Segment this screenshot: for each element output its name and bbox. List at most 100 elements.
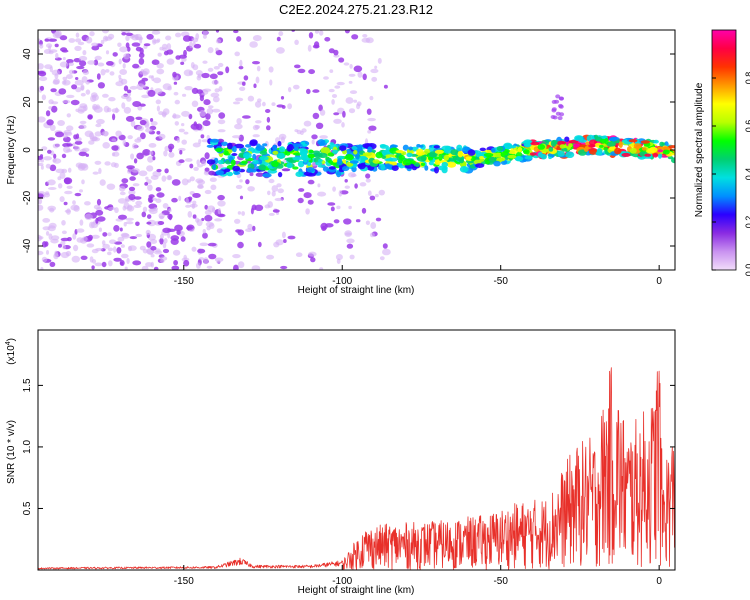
spectrogram-noise-mark: [215, 30, 220, 33]
spectrogram-noise-mark: [162, 203, 169, 209]
spectrogram-band-mark: [206, 159, 216, 165]
spectrogram-noise-mark: [182, 93, 187, 97]
spectrogram-noise-mark: [115, 130, 122, 137]
spectrogram-noise-mark: [180, 236, 186, 242]
spectrogram-noise-mark: [274, 197, 283, 202]
spectrogram-noise-mark: [91, 42, 99, 47]
spectrogram-noise-mark: [162, 242, 167, 249]
spectrogram-noise-mark: [182, 35, 192, 42]
spectrogram-noise-mark: [119, 46, 128, 53]
spectrogram-noise-mark: [79, 189, 83, 193]
spectrogram-band-mark: [441, 166, 448, 174]
spectrogram-band-mark: [398, 155, 405, 160]
spectrogram-noise-mark: [315, 122, 324, 129]
spectrogram-noise-mark: [348, 73, 356, 77]
spectrogram-noise-mark: [167, 175, 172, 180]
spectrogram-band-mark: [568, 143, 573, 148]
spectrogram-noise-mark: [39, 85, 45, 91]
spectrogram-band-mark: [438, 154, 443, 161]
spectrogram-noise-mark: [241, 211, 246, 216]
spectrogram-noise-mark: [121, 253, 129, 259]
spectrogram-band-mark: [246, 167, 253, 173]
spectrogram-noise-mark: [293, 84, 300, 90]
spectrogram-noise-mark: [197, 185, 204, 189]
spectrogram-noise-mark: [346, 238, 355, 244]
spectrogram-noise-mark: [52, 158, 62, 164]
spectrogram-band-mark: [317, 139, 326, 146]
spectrogram-noise-mark: [225, 66, 230, 74]
spectrogram-noise-mark: [179, 150, 183, 155]
spectrogram-noise-mark: [117, 236, 125, 242]
spectrogram-noise-mark: [330, 206, 335, 212]
spectrogram-noise-mark: [193, 43, 202, 49]
spectrogram-noise-mark: [147, 156, 154, 163]
spectrogram-noise-mark: [66, 94, 75, 99]
spectrogram-noise-mark: [329, 69, 334, 73]
spectrogram-band-mark: [327, 152, 335, 157]
spectrogram-noise-mark: [173, 260, 179, 266]
spectrogram-noise-mark: [204, 152, 210, 160]
spectrogram-noise-mark: [375, 193, 379, 198]
y-tick-label: 0.5: [22, 501, 33, 515]
spectrogram-noise-mark: [208, 105, 214, 109]
spectrogram-noise-mark: [59, 196, 65, 203]
spectrogram-band-mark: [357, 163, 366, 170]
spectrogram-noise-mark: [192, 214, 197, 219]
spectrogram-noise-mark: [280, 96, 285, 100]
spectrogram-noise-mark: [136, 83, 145, 91]
spectrogram-noise-mark: [344, 232, 352, 236]
spectrogram-noise-mark: [94, 160, 102, 165]
spectrogram-band-mark: [628, 139, 638, 143]
spectrogram-noise-mark: [47, 179, 56, 186]
spectrogram-noise-mark: [204, 214, 213, 222]
spectrogram-noise-mark: [128, 194, 136, 201]
spectrogram-noise-mark: [207, 242, 217, 247]
spectrogram-band-mark: [215, 147, 223, 153]
spectrogram-noise-mark: [91, 248, 99, 254]
spectrogram-noise-mark: [135, 116, 143, 121]
spectrogram-band-mark: [559, 144, 566, 149]
spectrogram-noise-mark: [66, 125, 74, 131]
spectrogram-noise-mark: [210, 184, 217, 191]
spectrogram-noise-mark: [249, 41, 258, 48]
spectrogram-noise-mark: [276, 183, 282, 188]
spectrogram-band-mark: [557, 150, 565, 157]
spectrogram-band-mark: [284, 157, 295, 161]
x-tick-label: 0: [656, 276, 662, 287]
spectrogram-noise-mark: [344, 30, 350, 34]
x-tick-label: -150: [174, 576, 194, 587]
spectrogram-noise-mark: [336, 81, 345, 86]
spectrogram-noise-mark: [132, 260, 142, 266]
spectrogram-noise-mark: [107, 247, 114, 252]
spectrogram-noise-mark: [367, 117, 376, 122]
y-tick-label: 1.0: [22, 440, 33, 454]
spectrogram-noise-mark: [42, 218, 51, 223]
spectrogram-band-mark: [292, 166, 299, 170]
spectrogram-feature-mark: [555, 94, 561, 99]
spectrogram-noise-mark: [333, 118, 342, 124]
spectrogram-noise-mark: [147, 196, 154, 204]
spectrogram-band-mark: [346, 148, 352, 155]
spectrogram-noise-mark: [64, 190, 73, 195]
spectrogram-noise-mark: [168, 143, 175, 150]
spectrogram-band-mark: [499, 157, 506, 162]
spectrogram-noise-mark: [172, 71, 177, 78]
spectrogram-noise-mark: [72, 233, 77, 240]
spectrogram-band-mark: [458, 158, 464, 164]
spectrogram-noise-mark: [60, 237, 70, 242]
spectrogram-noise-mark: [183, 254, 187, 260]
spectrogram-noise-mark: [351, 34, 359, 40]
spectrogram-noise-mark: [343, 218, 352, 225]
spectrogram-noise-mark: [167, 213, 173, 220]
spectrogram-noise-mark: [239, 86, 246, 92]
spectrogram-noise-mark: [362, 34, 368, 38]
spectrogram-noise-mark: [123, 53, 130, 60]
spectrogram-band-mark: [415, 151, 426, 156]
spectrogram-noise-mark: [146, 241, 152, 248]
spectrogram-band-mark: [483, 152, 494, 157]
spectrogram-noise-mark: [155, 248, 161, 253]
figure-title: C2E2.2024.275.21.23.R12: [279, 2, 433, 17]
spectrogram-noise-mark: [174, 99, 180, 105]
spectrogram-noise-mark: [310, 257, 316, 263]
